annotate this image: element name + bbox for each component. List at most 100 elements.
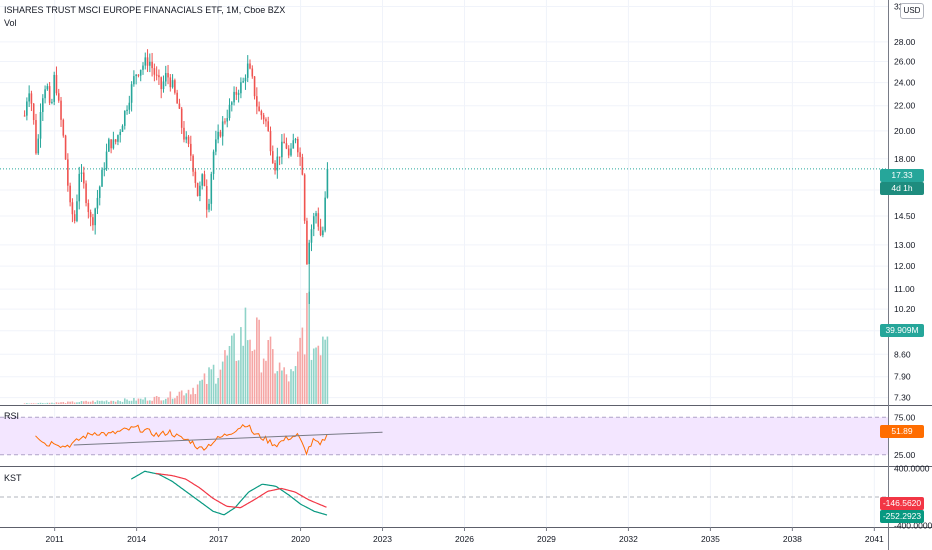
candle-body — [317, 213, 320, 227]
volume-bar — [315, 347, 317, 404]
rsi-tick-label: 75.00 — [894, 412, 916, 422]
candle-body — [48, 86, 51, 103]
candle-body — [242, 81, 244, 83]
volume-bar — [62, 402, 65, 404]
candle-body — [199, 185, 201, 197]
volume-bar — [221, 361, 224, 404]
rsi-trendline — [73, 431, 383, 446]
candle-body — [23, 115, 26, 117]
candle-body — [42, 98, 44, 112]
rsi-pane — [0, 416, 888, 456]
volume-bar — [114, 401, 117, 404]
candle-body — [185, 136, 188, 140]
volume-bar — [292, 371, 295, 404]
volume-bar — [48, 402, 51, 404]
candle-body — [53, 74, 55, 102]
volume-bar — [251, 350, 254, 404]
volume-bar — [312, 348, 315, 404]
candle-body — [312, 216, 315, 230]
volume-bar — [130, 400, 133, 404]
candle-body — [64, 135, 67, 160]
price-tick-label: 7.90 — [894, 372, 911, 382]
volume-bar — [37, 403, 40, 404]
price-tick-label: 7.30 — [894, 393, 911, 403]
volume-bar — [153, 396, 156, 404]
price-tick-label: 18.00 — [894, 154, 916, 164]
candle-body — [71, 202, 74, 215]
candle-body — [96, 197, 99, 209]
volume-bar — [137, 398, 140, 404]
volume-bar — [162, 400, 165, 404]
candle-body — [169, 77, 172, 88]
candle-body — [271, 151, 274, 164]
candle-body — [240, 82, 242, 94]
rsi-label: RSI — [4, 411, 20, 421]
x-tick-label: 2035 — [701, 534, 720, 544]
candle-body — [190, 143, 192, 156]
candle-body — [322, 230, 324, 236]
volume-bar — [303, 354, 306, 404]
kst-tick-label: -400.0000 — [894, 521, 932, 531]
candle-body — [210, 173, 213, 204]
candle-body — [162, 81, 165, 90]
volume-bar — [187, 389, 190, 404]
candle-body — [87, 203, 90, 213]
volume-bar — [174, 398, 176, 404]
volume-bar — [297, 351, 299, 404]
candle-body — [221, 121, 224, 137]
price-tick-label: 24.00 — [894, 78, 916, 88]
candle-body — [281, 141, 283, 158]
volume-bar — [242, 345, 244, 404]
volume-bar — [94, 402, 96, 404]
volume-bar — [281, 370, 283, 404]
volume-bar — [190, 394, 192, 404]
volume-bar — [64, 402, 67, 404]
volume-bar — [108, 401, 110, 404]
candle-body — [139, 69, 142, 76]
price-tick-label: 20.00 — [894, 126, 916, 136]
candle-body — [258, 106, 260, 112]
candle-body — [151, 61, 153, 69]
candle-body — [299, 152, 301, 158]
currency-button[interactable]: USD — [900, 3, 924, 19]
volume-bar — [78, 402, 81, 404]
volume-bar — [121, 401, 124, 404]
candle-body — [137, 74, 140, 76]
volume-bar — [167, 397, 169, 404]
price-tick-label: 26.00 — [894, 56, 916, 66]
candle-body — [73, 214, 76, 221]
rsi-badge: 51.89 — [880, 425, 924, 438]
volume-bar — [123, 398, 126, 404]
candle-body — [187, 136, 190, 144]
candle-body — [235, 91, 238, 95]
candle-body — [98, 186, 101, 198]
candle-body — [287, 148, 290, 156]
candle-body — [30, 93, 33, 104]
volume-bar — [30, 403, 33, 404]
volume-bar — [226, 355, 229, 404]
candle-body — [244, 77, 247, 82]
candle-body — [80, 172, 83, 174]
candle-body — [303, 174, 306, 221]
candle-body — [297, 139, 299, 153]
x-tick-label: 2029 — [537, 534, 556, 544]
volume-bar — [71, 401, 74, 404]
candle-body — [205, 186, 208, 210]
volume-bar — [176, 395, 178, 404]
candle-body — [85, 183, 87, 204]
price-tick-label: 28.00 — [894, 37, 916, 47]
volume-bar — [60, 402, 62, 404]
candle-body — [123, 110, 126, 126]
volume-bar — [278, 362, 281, 404]
volume-bar — [96, 400, 99, 404]
candle-body — [230, 102, 233, 105]
volume-bar — [287, 381, 290, 404]
volume-bar — [80, 401, 83, 404]
candle-body — [32, 103, 35, 121]
candle-body — [114, 139, 117, 142]
candle-body — [267, 121, 270, 132]
volume-bar — [290, 369, 292, 404]
volume-bar — [53, 403, 55, 404]
volume-bar — [133, 397, 135, 404]
